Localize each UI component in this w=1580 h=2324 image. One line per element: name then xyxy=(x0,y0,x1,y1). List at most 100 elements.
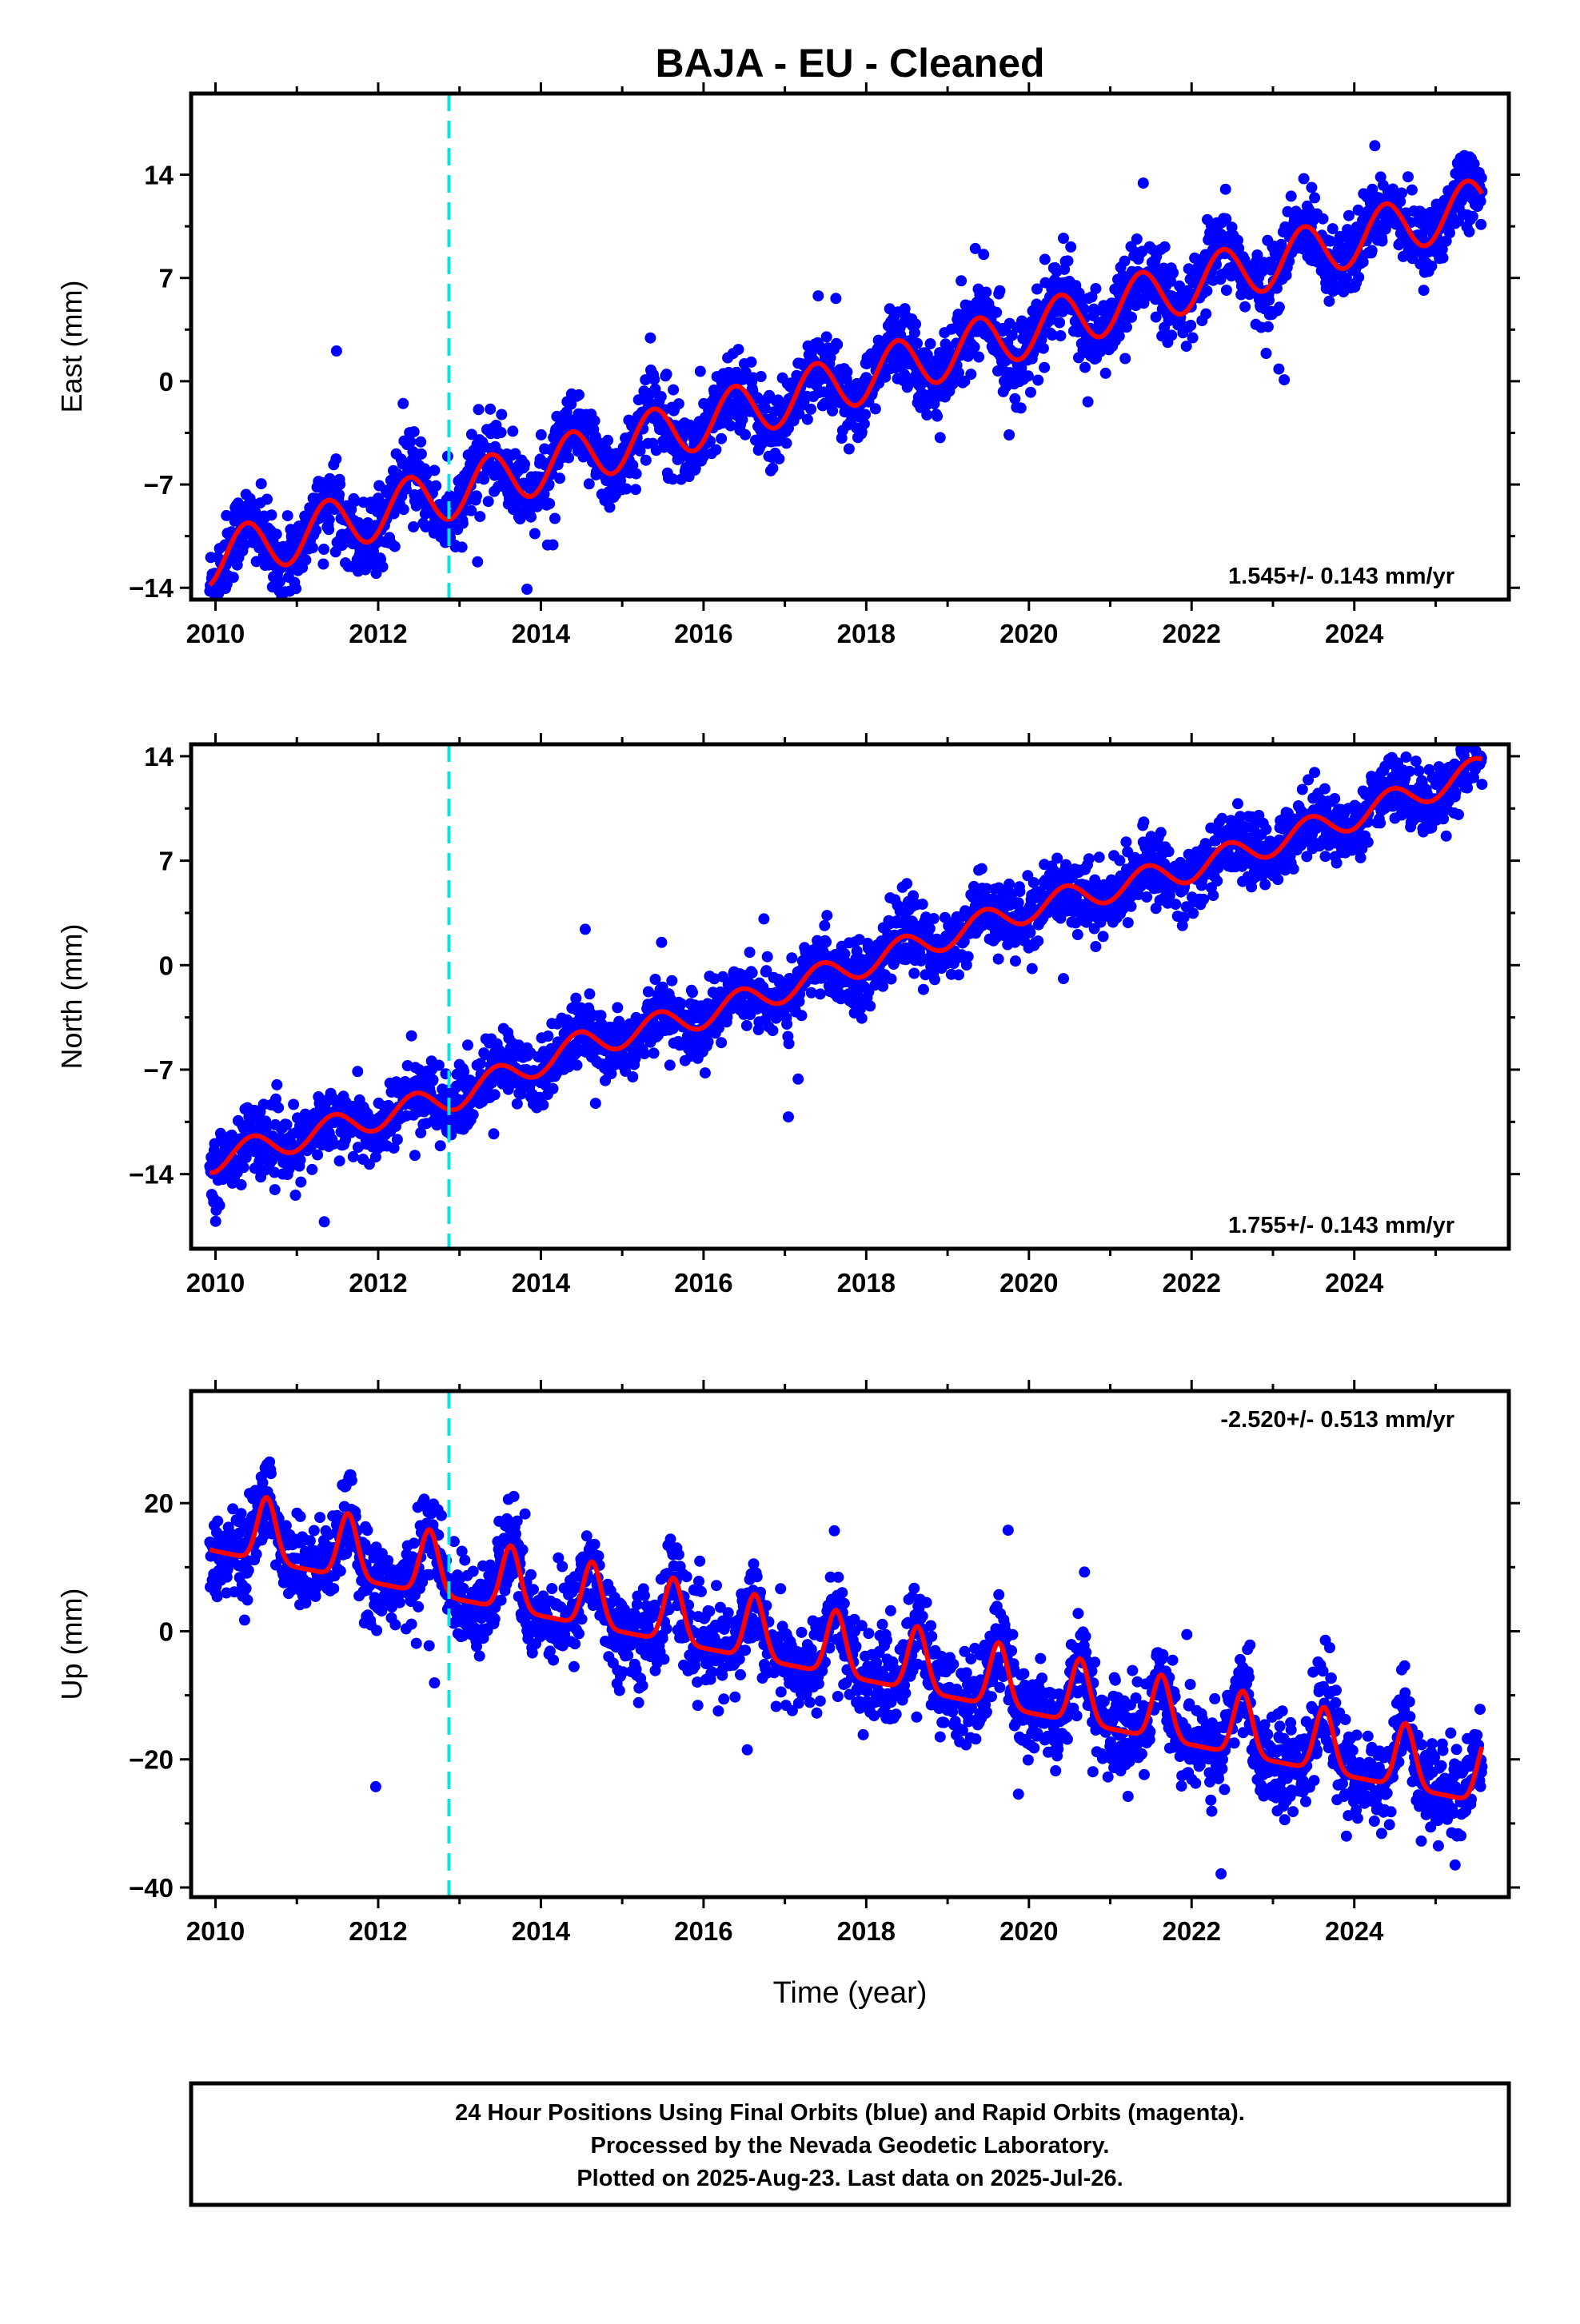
north-data-point xyxy=(929,974,940,985)
east-data-point xyxy=(324,514,335,525)
north-data-point xyxy=(953,969,964,980)
east-data-point xyxy=(330,453,341,464)
north-data-point xyxy=(214,1200,225,1211)
east-data-point xyxy=(563,452,574,464)
east-data-point xyxy=(1367,245,1378,256)
east-y-tick-label: −14 xyxy=(129,573,174,603)
north-data-point xyxy=(312,1150,323,1161)
north-data-point xyxy=(820,936,832,947)
north-data-point xyxy=(1288,863,1299,875)
east-data-point xyxy=(644,333,656,344)
north-data-point xyxy=(1094,851,1105,863)
north-data-point xyxy=(273,1102,284,1114)
east-data-point xyxy=(333,489,345,500)
east-data-point xyxy=(860,409,871,421)
north-data-point xyxy=(783,1111,794,1122)
east-data-point xyxy=(630,484,641,495)
east-data-point xyxy=(1039,362,1050,373)
north-data-point xyxy=(993,954,1004,965)
north-data-point xyxy=(1155,827,1167,838)
east-data-point xyxy=(1003,429,1015,440)
east-x-tick-label: 2016 xyxy=(674,619,732,648)
east-data-point xyxy=(1221,285,1232,296)
east-data-point xyxy=(910,318,921,329)
north-data-point xyxy=(786,952,797,963)
north-data-point xyxy=(792,1074,804,1085)
north-data-point xyxy=(290,1190,301,1201)
east-data-point xyxy=(1187,333,1199,344)
north-data-point xyxy=(917,899,928,910)
east-data-point xyxy=(1131,233,1143,245)
east-y-axis-label: East (mm) xyxy=(55,281,88,413)
east-data-point xyxy=(1438,253,1449,264)
north-data-point xyxy=(572,1059,583,1070)
east-data-point xyxy=(323,524,334,535)
north-data-point xyxy=(700,1067,711,1078)
east-data-point xyxy=(1239,301,1251,313)
east-data-point xyxy=(1263,321,1274,333)
east-data-point xyxy=(1467,211,1478,222)
east-data-point xyxy=(1306,182,1317,193)
east-data-point xyxy=(1279,374,1290,385)
east-data-point xyxy=(471,490,482,501)
north-data-point xyxy=(352,1066,363,1077)
east-data-point xyxy=(290,583,301,594)
east-data-point xyxy=(398,504,409,515)
north-data-point xyxy=(1297,784,1308,795)
east-data-point xyxy=(1200,309,1211,320)
east-data-point xyxy=(554,472,565,484)
east-data-point xyxy=(661,369,672,380)
east-data-point xyxy=(925,338,936,349)
east-data-point xyxy=(827,405,838,417)
east-data-point xyxy=(781,437,792,448)
east-data-point xyxy=(1353,272,1364,283)
north-data-point xyxy=(281,1119,293,1130)
north-data-point xyxy=(1027,963,1038,975)
east-data-point xyxy=(1476,173,1487,184)
east-data-point xyxy=(733,344,744,355)
north-data-point xyxy=(1232,798,1243,809)
east-y-tick-label: 0 xyxy=(159,367,174,397)
east-data-point xyxy=(1318,213,1329,225)
chart-title: BAJA - EU - Cleaned xyxy=(655,41,1044,86)
east-x-tick-label: 2010 xyxy=(186,619,245,648)
north-data-point xyxy=(548,1083,559,1094)
north-data-point xyxy=(821,910,832,921)
east-data-point xyxy=(397,398,409,409)
north-data-point xyxy=(687,987,698,998)
east-data-point xyxy=(1402,171,1414,182)
east-data-point xyxy=(266,509,277,520)
east-data-point xyxy=(965,369,976,380)
east-data-point xyxy=(1039,253,1051,265)
east-data-point xyxy=(830,293,841,304)
east-data-point xyxy=(1286,190,1297,201)
north-data-point xyxy=(741,1020,752,1031)
north-data-point xyxy=(1010,955,1021,967)
east-data-point xyxy=(1025,387,1036,398)
east-data-point xyxy=(695,366,706,377)
north-data-point xyxy=(1015,886,1026,897)
east-data-point xyxy=(405,436,416,448)
north-data-point xyxy=(236,1179,247,1190)
east-data-point xyxy=(956,275,967,286)
east-data-point xyxy=(604,502,616,513)
east-data-point xyxy=(932,411,943,422)
north-data-point xyxy=(489,1128,500,1139)
east-data-point xyxy=(802,414,813,425)
east-data-point xyxy=(496,409,507,421)
east-data-point xyxy=(1015,402,1027,413)
east-data-point xyxy=(1343,210,1355,221)
east-data-point xyxy=(1100,368,1111,379)
north-data-point xyxy=(666,975,677,987)
north-data-point xyxy=(747,967,758,979)
east-data-point xyxy=(1323,296,1335,307)
north-data-point xyxy=(295,1177,306,1188)
north-data-point xyxy=(319,1216,330,1227)
north-data-point xyxy=(1319,783,1331,795)
north-data-point xyxy=(1058,973,1069,984)
east-data-point xyxy=(1058,233,1069,244)
north-data-point xyxy=(512,1098,523,1110)
north-data-point xyxy=(815,988,826,999)
